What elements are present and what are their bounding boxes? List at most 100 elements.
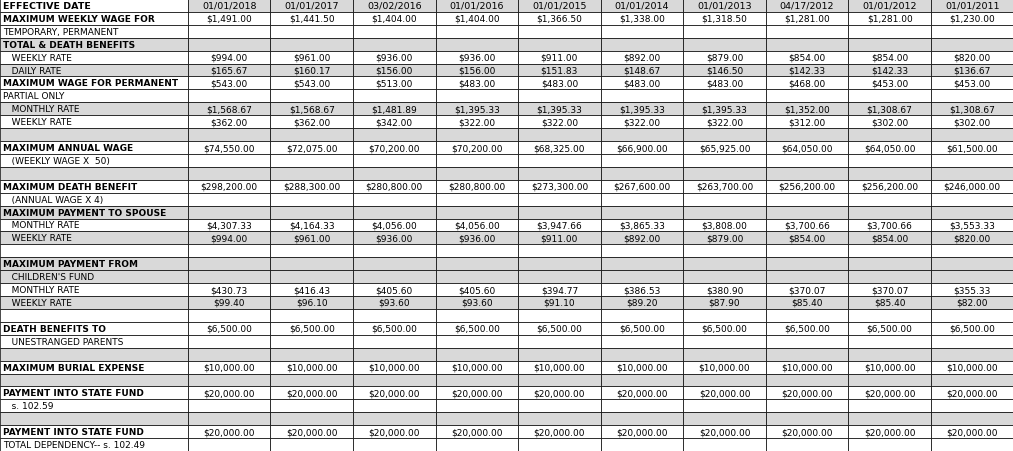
FancyBboxPatch shape bbox=[436, 180, 519, 193]
FancyBboxPatch shape bbox=[354, 13, 436, 26]
Text: TOTAL DEPENDENCY-- s. 102.49: TOTAL DEPENDENCY-- s. 102.49 bbox=[3, 440, 145, 449]
Text: $142.33: $142.33 bbox=[788, 66, 826, 75]
Text: $483.00: $483.00 bbox=[541, 79, 578, 88]
FancyBboxPatch shape bbox=[436, 348, 519, 361]
FancyBboxPatch shape bbox=[601, 206, 684, 219]
FancyBboxPatch shape bbox=[684, 245, 766, 258]
FancyBboxPatch shape bbox=[354, 26, 436, 39]
FancyBboxPatch shape bbox=[0, 155, 188, 167]
FancyBboxPatch shape bbox=[931, 219, 1013, 232]
FancyBboxPatch shape bbox=[354, 77, 436, 90]
FancyBboxPatch shape bbox=[849, 219, 931, 232]
FancyBboxPatch shape bbox=[436, 374, 519, 387]
Text: 03/02/2016: 03/02/2016 bbox=[367, 2, 421, 11]
FancyBboxPatch shape bbox=[188, 425, 270, 438]
FancyBboxPatch shape bbox=[0, 77, 188, 90]
FancyBboxPatch shape bbox=[270, 64, 354, 77]
Text: UNESTRANGED PARENTS: UNESTRANGED PARENTS bbox=[3, 337, 124, 346]
Text: $1,281.00: $1,281.00 bbox=[784, 15, 830, 24]
Text: $3,947.66: $3,947.66 bbox=[537, 221, 582, 230]
FancyBboxPatch shape bbox=[436, 13, 519, 26]
FancyBboxPatch shape bbox=[0, 361, 188, 374]
Text: $93.60: $93.60 bbox=[461, 298, 492, 307]
FancyBboxPatch shape bbox=[354, 219, 436, 232]
FancyBboxPatch shape bbox=[436, 167, 519, 180]
Text: $362.00: $362.00 bbox=[293, 118, 330, 127]
FancyBboxPatch shape bbox=[436, 193, 519, 206]
FancyBboxPatch shape bbox=[519, 232, 601, 245]
Text: MAXIMUM PAYMENT FROM: MAXIMUM PAYMENT FROM bbox=[3, 260, 138, 269]
FancyBboxPatch shape bbox=[766, 271, 849, 284]
FancyBboxPatch shape bbox=[188, 155, 270, 167]
Text: PARTIAL ONLY: PARTIAL ONLY bbox=[3, 92, 65, 101]
FancyBboxPatch shape bbox=[684, 180, 766, 193]
FancyBboxPatch shape bbox=[601, 412, 684, 425]
FancyBboxPatch shape bbox=[354, 155, 436, 167]
Text: MAXIMUM ANNUAL WAGE: MAXIMUM ANNUAL WAGE bbox=[3, 144, 133, 153]
FancyBboxPatch shape bbox=[849, 51, 931, 64]
FancyBboxPatch shape bbox=[849, 232, 931, 245]
Text: $1,308.67: $1,308.67 bbox=[949, 105, 995, 114]
Text: $20,000.00: $20,000.00 bbox=[864, 427, 916, 436]
FancyBboxPatch shape bbox=[270, 335, 354, 348]
FancyBboxPatch shape bbox=[354, 167, 436, 180]
Text: $370.07: $370.07 bbox=[871, 285, 909, 295]
Text: $156.00: $156.00 bbox=[458, 66, 495, 75]
FancyBboxPatch shape bbox=[931, 129, 1013, 142]
Text: $87.90: $87.90 bbox=[709, 298, 741, 307]
FancyBboxPatch shape bbox=[931, 180, 1013, 193]
Text: $3,700.66: $3,700.66 bbox=[784, 221, 830, 230]
Text: $3,865.33: $3,865.33 bbox=[619, 221, 665, 230]
Text: $1,481.89: $1,481.89 bbox=[372, 105, 417, 114]
FancyBboxPatch shape bbox=[849, 180, 931, 193]
Text: $256,200.00: $256,200.00 bbox=[861, 182, 918, 191]
FancyBboxPatch shape bbox=[766, 167, 849, 180]
Text: TOTAL & DEATH BENEFITS: TOTAL & DEATH BENEFITS bbox=[3, 41, 135, 50]
FancyBboxPatch shape bbox=[0, 206, 188, 219]
Text: $6,500.00: $6,500.00 bbox=[619, 324, 665, 333]
Text: $263,700.00: $263,700.00 bbox=[696, 182, 754, 191]
Text: $160.17: $160.17 bbox=[293, 66, 330, 75]
FancyBboxPatch shape bbox=[436, 116, 519, 129]
FancyBboxPatch shape bbox=[601, 129, 684, 142]
FancyBboxPatch shape bbox=[354, 322, 436, 335]
Text: $10,000.00: $10,000.00 bbox=[451, 363, 502, 372]
FancyBboxPatch shape bbox=[931, 425, 1013, 438]
FancyBboxPatch shape bbox=[601, 193, 684, 206]
Text: $892.00: $892.00 bbox=[623, 234, 660, 243]
FancyBboxPatch shape bbox=[849, 425, 931, 438]
FancyBboxPatch shape bbox=[0, 284, 188, 296]
FancyBboxPatch shape bbox=[601, 39, 684, 51]
Text: $405.60: $405.60 bbox=[458, 285, 495, 295]
FancyBboxPatch shape bbox=[0, 13, 188, 26]
Text: $543.00: $543.00 bbox=[211, 79, 248, 88]
FancyBboxPatch shape bbox=[354, 400, 436, 412]
FancyBboxPatch shape bbox=[601, 51, 684, 64]
Text: $20,000.00: $20,000.00 bbox=[699, 427, 751, 436]
FancyBboxPatch shape bbox=[931, 142, 1013, 155]
FancyBboxPatch shape bbox=[849, 322, 931, 335]
Text: $322.00: $322.00 bbox=[541, 118, 578, 127]
FancyBboxPatch shape bbox=[436, 64, 519, 77]
Text: $142.33: $142.33 bbox=[871, 66, 909, 75]
FancyBboxPatch shape bbox=[601, 335, 684, 348]
Text: $543.00: $543.00 bbox=[293, 79, 330, 88]
FancyBboxPatch shape bbox=[354, 116, 436, 129]
Text: $1,568.67: $1,568.67 bbox=[207, 105, 252, 114]
FancyBboxPatch shape bbox=[354, 232, 436, 245]
FancyBboxPatch shape bbox=[0, 258, 188, 271]
Text: MAXIMUM WEEKLY WAGE FOR: MAXIMUM WEEKLY WAGE FOR bbox=[3, 15, 155, 24]
FancyBboxPatch shape bbox=[188, 26, 270, 39]
FancyBboxPatch shape bbox=[0, 193, 188, 206]
FancyBboxPatch shape bbox=[519, 425, 601, 438]
FancyBboxPatch shape bbox=[354, 51, 436, 64]
Text: $386.53: $386.53 bbox=[623, 285, 660, 295]
Text: $6,500.00: $6,500.00 bbox=[702, 324, 748, 333]
Text: DEATH BENEFITS TO: DEATH BENEFITS TO bbox=[3, 324, 106, 333]
FancyBboxPatch shape bbox=[188, 13, 270, 26]
Text: $93.60: $93.60 bbox=[379, 298, 410, 307]
FancyBboxPatch shape bbox=[931, 400, 1013, 412]
FancyBboxPatch shape bbox=[188, 284, 270, 296]
FancyBboxPatch shape bbox=[0, 322, 188, 335]
Text: $61,500.00: $61,500.00 bbox=[946, 144, 998, 153]
